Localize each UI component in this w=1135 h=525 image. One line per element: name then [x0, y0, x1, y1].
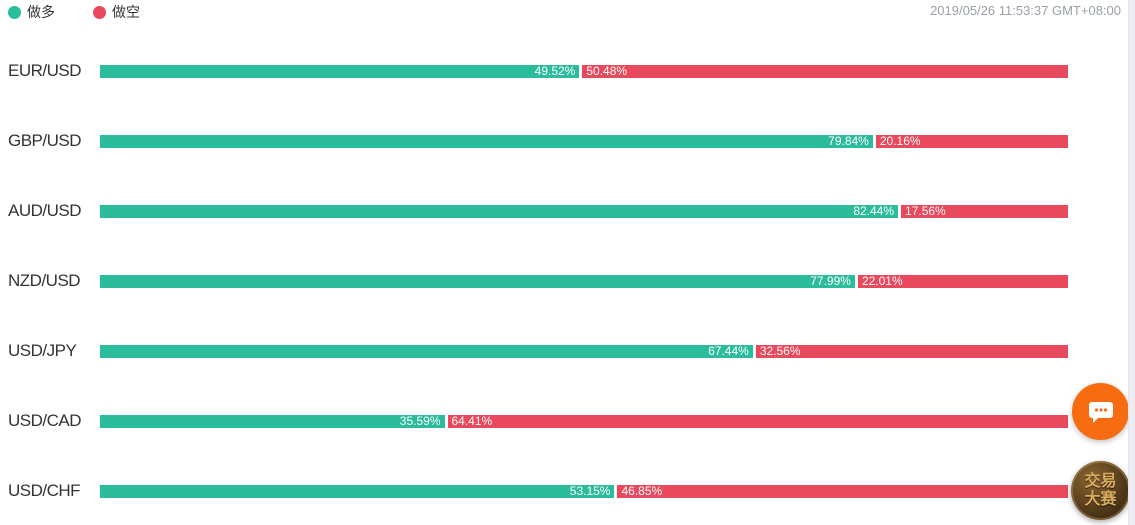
chart-row: USD/CAD 35.59% 64.41%	[0, 386, 1135, 456]
currency-pair-label: USD/CAD	[8, 411, 82, 430]
long-percent-label: 49.52%	[534, 64, 576, 78]
ratio-bar-track: 49.52% 50.48%	[100, 64, 1068, 78]
badge-text-line2: 大赛	[1084, 490, 1117, 508]
long-bar-segment: 53.15%	[100, 484, 615, 498]
short-bar-segment: 32.56%	[755, 344, 1068, 358]
short-percent-label: 50.48%	[586, 64, 628, 78]
chart-row: NZD/USD 77.99% 22.01%	[0, 246, 1135, 316]
legend-label-short: 做空	[112, 4, 140, 20]
snapshot-timestamp: 2019/05/26 11:53:37 GMT+08:00	[930, 3, 1121, 18]
trading-contest-badge[interactable]: 交易 大赛	[1071, 461, 1130, 520]
long-percent-label: 82.44%	[853, 204, 895, 218]
long-percent-label: 79.84%	[828, 134, 869, 148]
short-percent-label: 64.41%	[451, 414, 493, 428]
legend-item-short[interactable]: 做空	[93, 2, 140, 22]
chart-row: GBP/USD 79.84% 20.16%	[0, 106, 1135, 176]
long-dot-icon	[8, 5, 21, 19]
currency-pair-label: AUD/USD	[8, 201, 82, 220]
ratio-bar-track: 53.15% 46.85%	[100, 484, 1068, 498]
short-percent-label: 20.16%	[879, 134, 921, 148]
vertical-scrollbar[interactable]	[1128, 0, 1135, 525]
short-bar-segment: 22.01%	[857, 274, 1068, 288]
legend-label-long: 做多	[27, 4, 55, 20]
short-dot-icon	[93, 5, 106, 19]
currency-pair-label: NZD/USD	[8, 271, 81, 290]
long-bar-segment: 82.44%	[100, 204, 899, 218]
long-percent-label: 77.99%	[810, 274, 851, 288]
badge-text-line1: 交易	[1084, 472, 1117, 490]
short-percent-label: 32.56%	[759, 344, 801, 358]
chat-button[interactable]	[1072, 383, 1129, 440]
ratio-bar-track: 77.99% 22.01%	[100, 274, 1068, 288]
short-bar-segment: 50.48%	[582, 64, 1068, 78]
chart-row: USD/CHF 53.15% 46.85%	[0, 456, 1135, 525]
ratio-bar-track: 35.59% 64.41%	[100, 414, 1068, 428]
long-bar-segment: 49.52%	[100, 64, 580, 78]
currency-pair-label: EUR/USD	[8, 61, 82, 80]
chart-row: EUR/USD 49.52% 50.48%	[0, 36, 1135, 106]
currency-pair-label: USD/JPY	[8, 341, 77, 360]
chart-row: USD/JPY 67.44% 32.56%	[0, 316, 1135, 386]
short-percent-label: 17.56%	[905, 204, 946, 218]
long-bar-segment: 67.44%	[100, 344, 753, 358]
long-percent-label: 35.59%	[399, 414, 441, 428]
ratio-bar-track: 67.44% 32.56%	[100, 344, 1068, 358]
long-bar-segment: 77.99%	[100, 274, 855, 288]
long-bar-segment: 35.59%	[100, 414, 445, 428]
short-bar-segment: 64.41%	[447, 414, 1068, 428]
long-bar-segment: 79.84%	[100, 134, 873, 148]
speech-bubble-icon	[1088, 401, 1113, 423]
chart-legend: 做多 做空	[8, 2, 140, 22]
currency-pair-label: GBP/USD	[8, 131, 82, 150]
chart-rows: EUR/USD 49.52% 50.48% GBP/USD 79.84% 20.16% AU…	[0, 36, 1135, 525]
ratio-bar-track: 82.44% 17.56%	[100, 204, 1068, 218]
long-percent-label: 53.15%	[569, 484, 611, 498]
short-percent-label: 46.85%	[621, 484, 663, 498]
chart-row: AUD/USD 82.44% 17.56%	[0, 176, 1135, 246]
legend-item-long[interactable]: 做多	[8, 2, 55, 22]
long-percent-label: 67.44%	[708, 344, 749, 358]
ratio-bar-track: 79.84% 20.16%	[100, 134, 1068, 148]
short-percent-label: 22.01%	[861, 274, 903, 288]
short-bar-segment: 20.16%	[875, 134, 1068, 148]
short-bar-segment: 17.56%	[901, 204, 1068, 218]
currency-pair-label: USD/CHF	[8, 481, 81, 500]
short-bar-segment: 46.85%	[617, 484, 1068, 498]
